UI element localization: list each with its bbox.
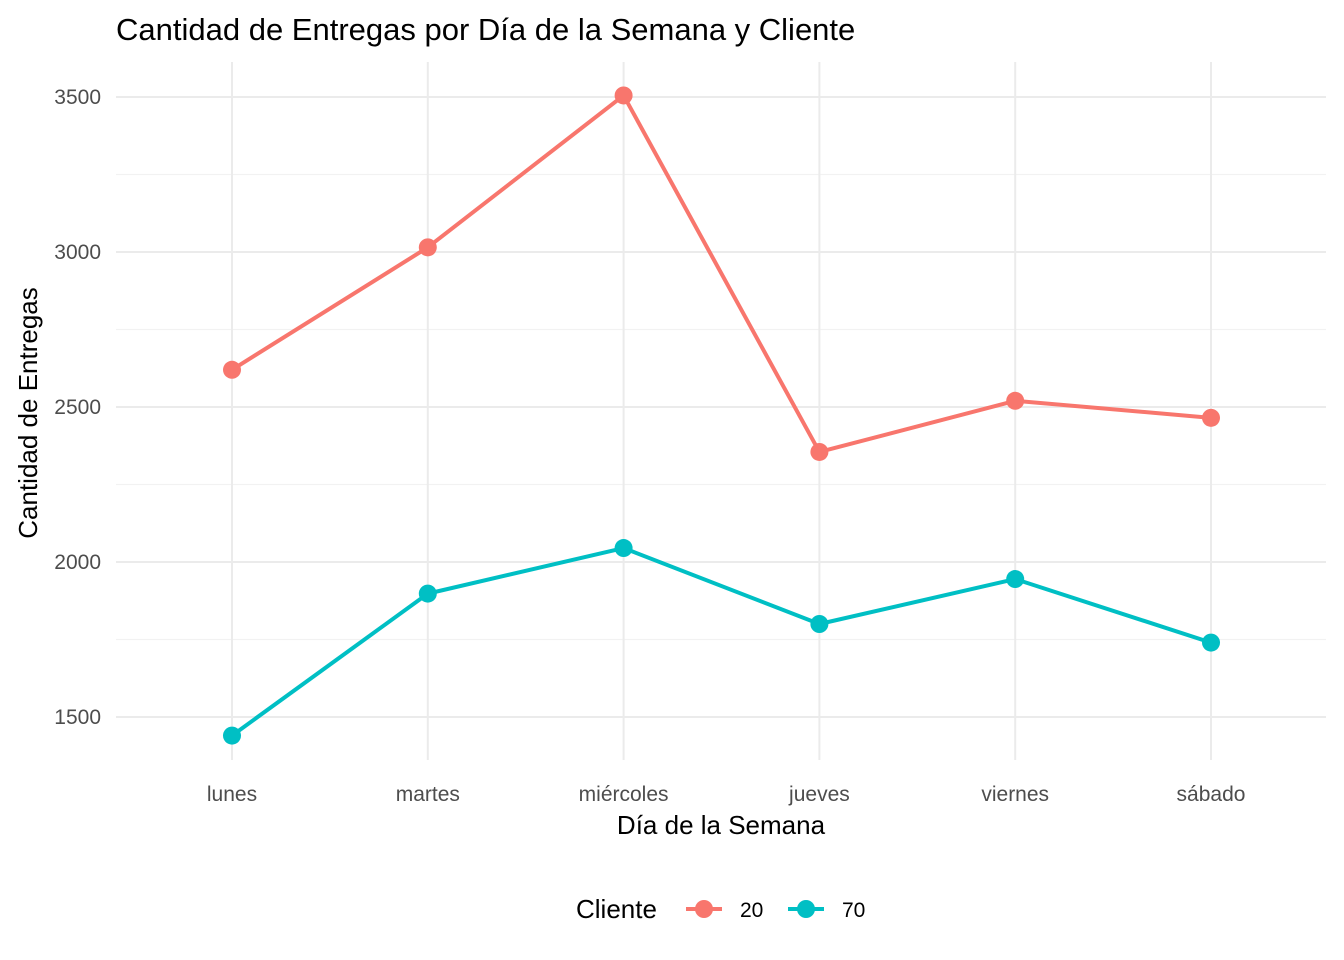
series-layer <box>223 86 1220 745</box>
x-tick-label: viernes <box>981 783 1049 806</box>
data-point <box>810 615 829 633</box>
y-tick-label: 3000 <box>54 241 101 264</box>
data-point <box>223 360 241 379</box>
data-point <box>1006 391 1025 410</box>
data-point <box>1006 570 1025 589</box>
series-20 <box>223 86 1220 461</box>
y-tick-label: 3500 <box>54 86 101 109</box>
series-line <box>230 93 1213 454</box>
legend: Cliente 20 70 <box>576 894 865 924</box>
data-point <box>810 442 829 461</box>
grid <box>116 62 1326 760</box>
x-axis-title: Día de la Semana <box>617 810 826 840</box>
legend-key-point <box>695 900 713 918</box>
legend-title: Cliente <box>576 894 657 924</box>
legend-label: 20 <box>740 899 763 922</box>
legend-items: 20 70 <box>686 899 865 922</box>
x-tick-label: sábado <box>1177 783 1246 806</box>
y-tick-label: 1500 <box>54 706 101 729</box>
data-point <box>223 726 241 745</box>
y-tick-label: 2500 <box>54 396 101 419</box>
x-tick-label: jueves <box>788 783 850 806</box>
legend-item-70: 70 <box>788 899 865 922</box>
y-tick-label: 2000 <box>54 551 101 574</box>
legend-label: 70 <box>842 899 865 922</box>
data-point <box>418 238 437 257</box>
chart-title: Cantidad de Entregas por Día de la Seman… <box>116 12 855 47</box>
legend-item-20: 20 <box>686 899 763 922</box>
data-point <box>614 539 633 558</box>
data-point <box>1202 633 1220 652</box>
y-axis-title: Cantidad de Entregas <box>13 287 43 539</box>
series-70 <box>223 539 1220 745</box>
x-tick-label: miércoles <box>579 783 669 806</box>
x-tick-label: martes <box>396 783 460 806</box>
data-point <box>418 584 437 603</box>
legend-key-point <box>797 900 815 918</box>
series-line <box>230 546 1213 738</box>
axes: 1500 2000 2500 3000 3500 lunes martes miércoles… <box>54 86 1245 806</box>
data-point <box>1202 408 1220 427</box>
data-point <box>614 86 633 105</box>
x-tick-label: lunes <box>207 783 257 806</box>
